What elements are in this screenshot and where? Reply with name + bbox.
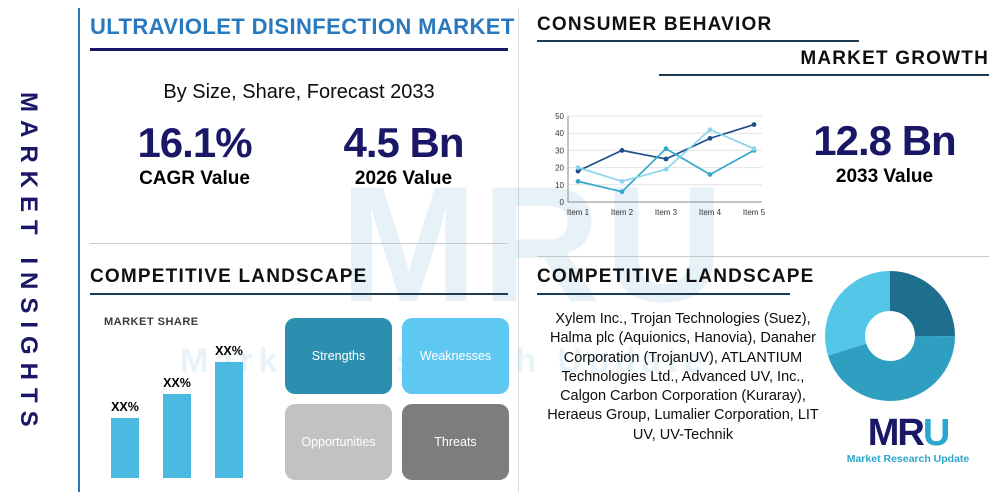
svg-text:Item 3: Item 3 (655, 208, 678, 217)
swot-threats-box: Threats (402, 404, 509, 480)
swot-weaknesses-box: Weaknesses (402, 318, 509, 394)
section-market-overview: ULTRAVIOLET DISINFECTION MARKET By Size,… (90, 14, 515, 190)
svg-text:Item 5: Item 5 (743, 208, 766, 217)
heading-competitive-landscape-right: COMPETITIVE LANDSCAPE (537, 266, 815, 287)
market-share-label: MARKET SHARE (104, 316, 199, 328)
logo-letter-r: R (897, 412, 924, 454)
competitive-landscape-right-underline (537, 293, 790, 295)
bar-rect (163, 394, 191, 478)
bar-rect (215, 362, 243, 478)
page-subtitle: By Size, Share, Forecast 2033 (163, 81, 435, 103)
company-share-donut-chart (825, 271, 955, 401)
bar-value-label: XX% (111, 400, 139, 414)
swot-strengths-box: Strengths (285, 318, 392, 394)
mru-logo-tagline: Market Research Update (846, 453, 970, 465)
section-competitive-landscape-right: COMPETITIVE LANDSCAPE Xylem Inc., Trojan… (537, 266, 989, 494)
logo-letter-u: U (922, 412, 950, 454)
swot-grid: Strengths Weaknesses Opportunities Threa… (285, 318, 509, 480)
section-market-growth: CONSUMER BEHAVIOR MARKET GROWTH 0 10 20 30 4… (537, 14, 989, 217)
mru-logo: MRU Market Research Update (827, 414, 989, 465)
cagr-label: CAGR Value (139, 168, 250, 190)
market-share-bar: XX% (162, 376, 192, 478)
svg-text:Item 2: Item 2 (611, 208, 634, 217)
stat-2026: 4.5 Bn 2026 Value (299, 119, 508, 190)
stat-2033: 12.8 Bn 2033 Value (787, 117, 982, 188)
left-vertical-divider (78, 8, 80, 492)
stats-row: 16.1% CAGR Value 4.5 Bn 2026 Value (90, 119, 508, 190)
svg-text:10: 10 (555, 181, 564, 190)
svg-text:Item 1: Item 1 (567, 208, 590, 217)
heading-market-growth: MARKET GROWTH (800, 48, 989, 69)
svg-text:30: 30 (555, 146, 564, 155)
svg-text:40: 40 (555, 129, 564, 138)
label-2033: 2033 Value (835, 166, 934, 188)
swot-opportunities-box: Opportunities (285, 404, 392, 480)
stat-cagr: 16.1% CAGR Value (90, 119, 299, 190)
horizontal-divider-right (537, 256, 989, 257)
label-2026: 2026 Value (354, 168, 453, 190)
cagr-value: 16.1% (137, 119, 252, 166)
page-title: ULTRAVIOLET DISINFECTION MARKET (90, 14, 515, 39)
bar-value-label: XX% (215, 344, 243, 358)
heading-consumer-behavior: CONSUMER BEHAVIOR (537, 14, 773, 35)
section-competitive-landscape-left: COMPETITIVE LANDSCAPE MARKET SHARE XX% XX… (90, 266, 509, 494)
svg-text:50: 50 (555, 112, 564, 121)
svg-text:Item 4: Item 4 (699, 208, 722, 217)
bar-rect (111, 418, 139, 478)
market-share-bar: XX% (214, 344, 244, 478)
market-share-bar-chart: XX% XX% XX% (104, 332, 274, 478)
mru-logo-text: MRU (827, 414, 989, 452)
heading-competitive-landscape-left: COMPETITIVE LANDSCAPE (90, 266, 368, 287)
market-growth-underline (659, 74, 989, 76)
value-2033: 12.8 Bn (813, 117, 956, 164)
logo-letter-m: M (867, 412, 900, 454)
market-growth-heading-wrap: MARKET GROWTH (537, 48, 989, 76)
company-list: Xylem Inc., Trojan Technologies (Suez), … (547, 311, 819, 443)
title-underline (90, 48, 508, 51)
market-growth-line-chart: 0 10 20 30 40 50 Item 1 Item 2 Item 3 Item 4 Item … (555, 112, 766, 217)
bar-value-label: XX% (163, 376, 191, 390)
horizontal-divider-left (90, 243, 508, 244)
column-divider (518, 8, 519, 492)
side-label-market-insights: MARKET INSIGHTS (15, 92, 42, 435)
svg-text:20: 20 (555, 164, 564, 173)
competitive-landscape-left-underline (90, 293, 508, 295)
market-share-bar: XX% (110, 400, 140, 478)
consumer-behavior-underline (537, 40, 859, 42)
value-2026: 4.5 Bn (343, 119, 464, 166)
svg-text:0: 0 (560, 198, 565, 207)
